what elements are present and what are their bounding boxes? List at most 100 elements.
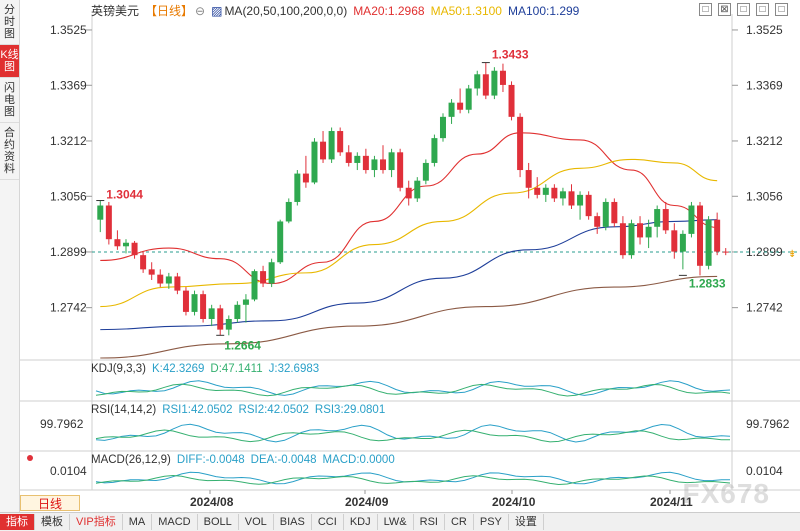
grid: 1.3525 1.3525 1.3369 1.3369 1.3212 1.3212 1.30… (20, 14, 800, 491)
candle-body (611, 201, 618, 224)
candle-body (482, 74, 489, 96)
current-price-marker: ⇟ (788, 249, 796, 260)
toolbar-template[interactable]: 模板 (35, 514, 70, 530)
price-annotation: 1.3433 (492, 48, 529, 62)
candle-body (697, 205, 704, 266)
rsi2-value: RSI2:42.0502 (238, 404, 309, 416)
candle-body (602, 201, 609, 227)
candle-body (654, 209, 661, 227)
kdj-j: J:32.6983 (268, 363, 320, 375)
main-header: 英镑美元 【日线】 ⊖ ▨ MA(20,50,100,200,0,0) MA20:1.29… (91, 2, 585, 19)
more-icon[interactable]: □ (775, 3, 788, 16)
toolbar-settings[interactable]: 设置 (509, 514, 544, 530)
y-tick-label-left: 1.2899 (50, 245, 87, 259)
y-tick-label-right: 1.3056 (746, 189, 783, 203)
candle-body (457, 102, 464, 110)
period-tag: 【日线】 (145, 4, 194, 18)
rsi-axis-value-right: 99.7962 (746, 417, 790, 431)
candle-body (285, 201, 292, 222)
candle-body (517, 116, 524, 171)
y-tick-label-left: 1.2742 (50, 301, 87, 315)
ma100-value: MA100:1.299 (507, 4, 580, 18)
ma-toggle-icon[interactable]: ▨ (211, 4, 223, 18)
candle-body (320, 141, 327, 160)
window-controls: □ ⊠ □ □ □ (699, 3, 788, 16)
side-tab-flash[interactable]: 闪电图 (0, 78, 19, 123)
candle-body (337, 131, 344, 153)
toolbar-vip-indicator[interactable]: VIP指标 (70, 514, 123, 530)
indicator-panels: 99.7962 99.7962 0.0104 0.0104 2024/08 2024/09… (27, 380, 790, 509)
annotations: 1.3044 1.3433 1.2664 1.2833 (96, 48, 726, 352)
toolbar-kdj[interactable]: KDJ (344, 514, 378, 530)
toolbar-cci[interactable]: CCI (312, 514, 344, 530)
x-tick-label: 2024/09 (345, 495, 389, 509)
candle-body (225, 318, 232, 330)
candle-body (568, 191, 575, 206)
ma-line-ma20 (100, 132, 718, 285)
layout-icon[interactable]: □ (737, 3, 750, 16)
y-tick-label-left: 1.3056 (50, 189, 87, 203)
toolbar-indicator[interactable]: 指标 (0, 514, 35, 530)
candle-body (122, 242, 129, 247)
side-tab-kline[interactable]: K线图 (0, 45, 19, 78)
toolbar-vol[interactable]: VOL (239, 514, 274, 530)
candle-body (114, 239, 121, 247)
side-tab-contract[interactable]: 合约资料 (0, 123, 19, 180)
candle-body (371, 159, 378, 171)
toolbar-cr[interactable]: CR (445, 514, 474, 530)
macd-label: MACD(26,12,9) (91, 454, 171, 466)
macd-header: MACD(26,12,9) DIFF:-0.0048 DEA:-0.0048 MACD… (91, 454, 401, 466)
price-annotation: 1.2664 (224, 338, 261, 352)
ma-label: MA(20,50,100,200,0,0) (224, 4, 348, 18)
watermark: FX678 (682, 478, 770, 509)
price-annotation: 1.3044 (106, 188, 143, 202)
rsi-label: RSI(14,14,2) (91, 404, 157, 416)
candle-body (354, 155, 361, 163)
y-tick-label-right: 1.3525 (746, 23, 783, 37)
period-button[interactable]: 日线 (20, 495, 80, 511)
candle-body (474, 74, 481, 89)
x-tick-label: 2024/10 (492, 495, 536, 509)
candle-body (508, 84, 515, 117)
candle-body (671, 230, 678, 252)
candle-body (542, 187, 549, 195)
candle-body (679, 233, 686, 252)
candle-body (619, 223, 626, 256)
toolbar-rsi[interactable]: RSI (414, 514, 445, 530)
bottom-toolbar: 指标 模板 VIP指标 MA MACD BOLL VOL BIAS CCI KD… (0, 512, 800, 531)
y-tick-label-right: 1.3212 (746, 134, 783, 148)
macd-axis-value-right: 0.0104 (746, 464, 783, 478)
candle-body (268, 262, 275, 284)
toolbar-lw[interactable]: LW& (378, 514, 414, 530)
toolbar-macd[interactable]: MACD (152, 514, 198, 530)
candle-body (174, 276, 181, 291)
candle-body (534, 187, 541, 195)
ma20-value: MA20:1.2968 (353, 4, 425, 18)
side-tab-timeshare[interactable]: 分时图 (0, 0, 19, 45)
toolbar-psy[interactable]: PSY (474, 514, 509, 530)
candle-body (294, 173, 301, 202)
candle-body (165, 276, 172, 284)
toolbar-bias[interactable]: BIAS (274, 514, 312, 530)
candle-body (422, 162, 429, 181)
candle-body (465, 88, 472, 110)
kline-chart[interactable]: 1.3525 1.3525 1.3369 1.3369 1.3212 1.3212 1.30… (20, 0, 800, 512)
toolbar-boll[interactable]: BOLL (198, 514, 239, 530)
candle-body (637, 223, 644, 238)
candle-body (491, 70, 498, 96)
candle-body (705, 219, 712, 266)
candle-body (439, 116, 446, 139)
fullscreen-icon[interactable]: □ (699, 3, 712, 16)
grid-icon[interactable]: □ (756, 3, 769, 16)
candle-body (191, 294, 198, 312)
macd-axis-value-left: 0.0104 (50, 464, 87, 478)
candle-body (251, 271, 258, 300)
indicator-line (95, 474, 731, 486)
settings-icon[interactable]: ⊖ (195, 4, 206, 18)
candle-body (311, 141, 318, 183)
zoom-icon[interactable]: ⊠ (718, 3, 731, 16)
candle-body (131, 242, 138, 256)
kdj-k: K:42.3269 (151, 363, 205, 375)
indicator-line (95, 423, 731, 443)
toolbar-ma[interactable]: MA (123, 514, 153, 530)
